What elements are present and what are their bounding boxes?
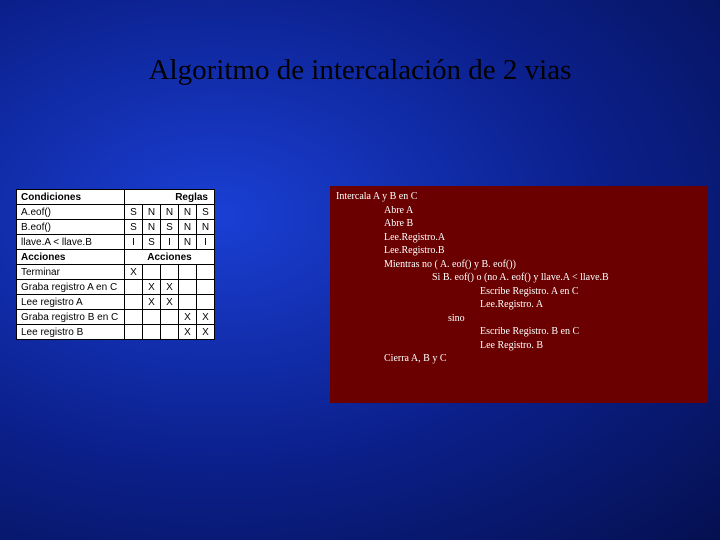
hdr-acciones-right: Acciones (125, 250, 215, 265)
cond-label: llave.A < llave.B (17, 235, 125, 250)
hdr-reglas: Reglas (125, 190, 215, 205)
table-row: B.eof() S N S N N (17, 220, 215, 235)
code-line: Escribe Registro. A en C (336, 285, 702, 299)
code-line: Abre A (336, 204, 702, 218)
cell: X (179, 310, 197, 325)
table-row: Graba registro B en C X X (17, 310, 215, 325)
cell (197, 265, 215, 280)
cell (197, 280, 215, 295)
act-label: Lee registro B (17, 325, 125, 340)
cell (161, 265, 179, 280)
cell (143, 265, 161, 280)
cell (125, 295, 143, 310)
cell: N (197, 220, 215, 235)
cell: X (161, 280, 179, 295)
cell: X (179, 325, 197, 340)
act-label: Lee registro A (17, 295, 125, 310)
hdr-condiciones: Condiciones (17, 190, 125, 205)
cell: N (179, 220, 197, 235)
hdr-acciones-left: Acciones (17, 250, 125, 265)
cell: N (179, 235, 197, 250)
cell (161, 310, 179, 325)
decision-table: Condiciones Reglas A.eof() S N N N S B.e… (16, 189, 215, 340)
cell (197, 295, 215, 310)
cell: X (197, 325, 215, 340)
cell: S (125, 220, 143, 235)
code-line: Abre B (336, 217, 702, 231)
table-row: Lee registro B X X (17, 325, 215, 340)
cell: S (197, 205, 215, 220)
slide-title: Algoritmo de intercalación de 2 vias (0, 54, 720, 87)
code-line: Escribe Registro. B en C (336, 325, 702, 339)
code-line: Intercala A y B en C (336, 190, 702, 204)
cell: N (161, 205, 179, 220)
cell: X (143, 295, 161, 310)
pseudocode-box: Intercala A y B en C Abre A Abre B Lee.R… (330, 186, 708, 403)
cell: S (143, 235, 161, 250)
cell: S (161, 220, 179, 235)
act-label: Terminar (17, 265, 125, 280)
code-line: Cierra A, B y C (336, 352, 702, 366)
cell (179, 280, 197, 295)
code-line: Mientras no ( A. eof() y B. eof()) (336, 258, 702, 272)
cell: X (125, 265, 143, 280)
cell (125, 280, 143, 295)
cell: I (161, 235, 179, 250)
code-line: Lee.Registro. A (336, 298, 702, 312)
cell (179, 265, 197, 280)
cell: S (125, 205, 143, 220)
code-line: Si B. eof() o (no A. eof() y llave.A < l… (336, 271, 702, 285)
cell: N (143, 220, 161, 235)
code-line: Lee Registro. B (336, 339, 702, 353)
cell (161, 325, 179, 340)
cell: N (179, 205, 197, 220)
table-row: Terminar X (17, 265, 215, 280)
table-row: llave.A < llave.B I S I N I (17, 235, 215, 250)
cond-label: A.eof() (17, 205, 125, 220)
cond-label: B.eof() (17, 220, 125, 235)
act-label: Graba registro A en C (17, 280, 125, 295)
code-line: sino (336, 312, 702, 326)
cell: X (197, 310, 215, 325)
cell: X (161, 295, 179, 310)
cell: I (197, 235, 215, 250)
cell (125, 310, 143, 325)
table-row: Graba registro A en C X X (17, 280, 215, 295)
cell: I (125, 235, 143, 250)
cell (143, 310, 161, 325)
code-line: Lee.Registro.B (336, 244, 702, 258)
cell (143, 325, 161, 340)
table-row: Lee registro A X X (17, 295, 215, 310)
cell (179, 295, 197, 310)
act-label: Graba registro B en C (17, 310, 125, 325)
cell (125, 325, 143, 340)
code-line: Lee.Registro.A (336, 231, 702, 245)
cell: X (143, 280, 161, 295)
cell: N (143, 205, 161, 220)
table-row: A.eof() S N N N S (17, 205, 215, 220)
